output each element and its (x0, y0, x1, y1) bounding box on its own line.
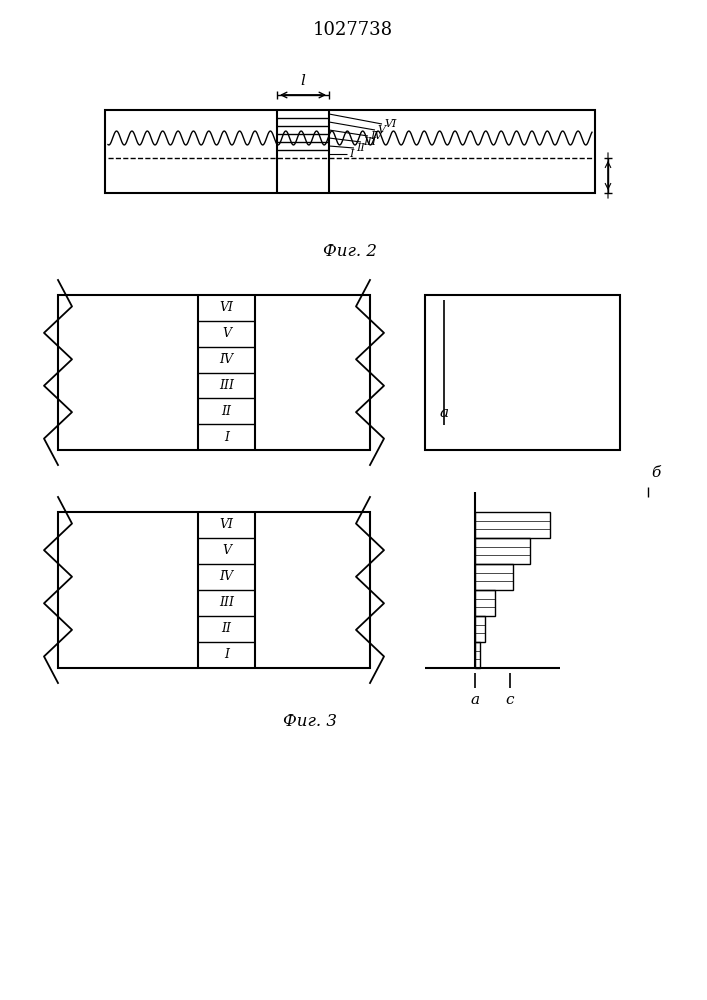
Bar (475, 616, 485, 642)
Text: Фиг. 3: Фиг. 3 (283, 713, 337, 730)
Bar (475, 564, 513, 590)
Text: III: III (219, 596, 234, 609)
Text: I: I (224, 431, 229, 444)
Text: IV: IV (219, 353, 233, 366)
Text: I: I (349, 149, 354, 159)
Bar (105, 110, 595, 193)
Text: V: V (222, 544, 231, 558)
Text: II: II (221, 622, 231, 636)
Text: III: III (219, 379, 234, 392)
Text: VI: VI (219, 301, 233, 314)
Text: IV: IV (219, 570, 233, 584)
Text: I: I (224, 648, 229, 662)
Text: 1027738: 1027738 (313, 21, 393, 39)
Bar (475, 590, 495, 616)
Text: III: III (363, 137, 376, 147)
Text: IV: IV (370, 131, 382, 141)
Text: Фиг. 2: Фиг. 2 (323, 243, 377, 260)
Bar (58, 295, 370, 450)
Text: l: l (300, 74, 305, 88)
Text: VI: VI (219, 518, 233, 532)
Text: V: V (222, 327, 231, 340)
Bar (475, 512, 550, 538)
Text: c: c (506, 693, 514, 707)
Text: V: V (377, 125, 385, 135)
Text: VI: VI (384, 119, 397, 129)
Bar (58, 512, 370, 668)
Bar (475, 538, 530, 564)
Text: II: II (356, 143, 365, 153)
Bar (425, 295, 620, 450)
Text: a: a (470, 693, 479, 707)
Text: II: II (221, 405, 231, 418)
Text: a: a (440, 406, 448, 420)
Bar (475, 642, 480, 668)
Text: б: б (651, 466, 660, 480)
